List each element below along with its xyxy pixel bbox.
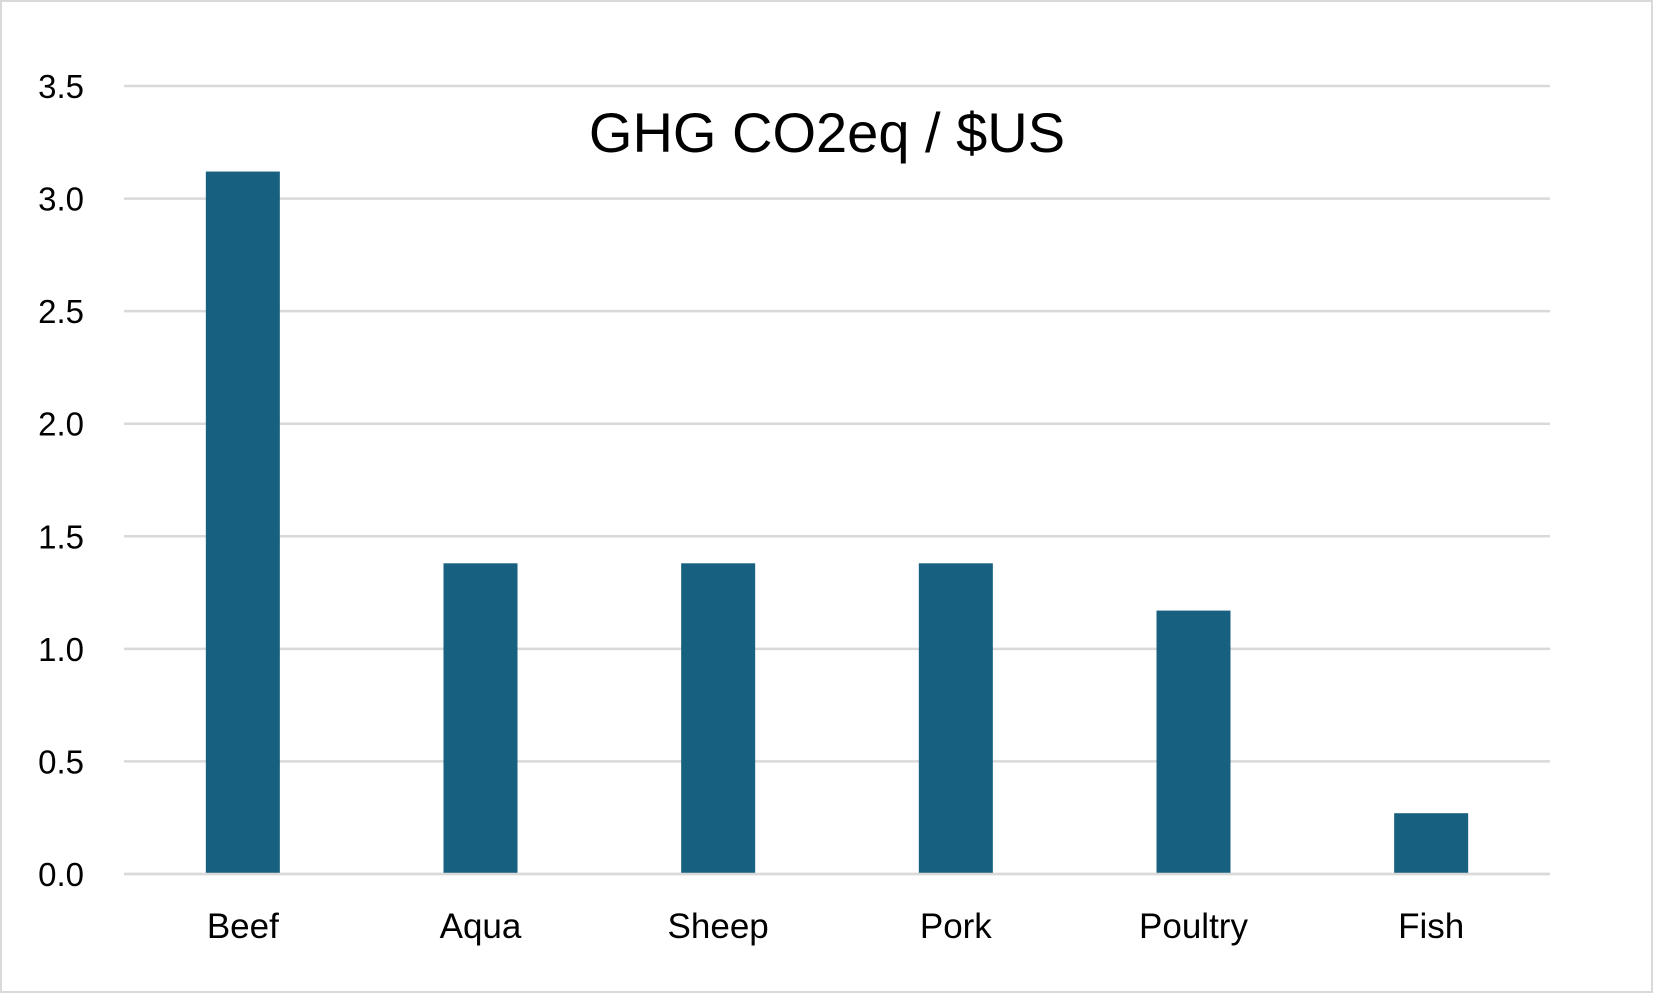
bars	[124, 171, 1550, 876]
y-tick-label: 2.0	[38, 406, 84, 443]
y-tick-label: 1.5	[38, 518, 84, 555]
x-tick-label: Sheep	[668, 907, 769, 946]
y-tick-label: 0.0	[38, 856, 84, 893]
bar-pork	[918, 563, 993, 874]
x-tick-label: Beef	[207, 907, 279, 946]
x-tick-label: Aqua	[440, 907, 522, 946]
x-tick-label: Pork	[920, 907, 992, 946]
bar-beef	[205, 171, 280, 874]
y-tick-label: 1.0	[38, 631, 84, 668]
y-tick-label: 2.5	[38, 293, 84, 330]
x-axis-labels: Beef Aqua Sheep Pork Poultry Fish	[207, 907, 1464, 946]
x-tick-label: Poultry	[1139, 907, 1248, 946]
y-tick-label: 3.5	[38, 68, 84, 105]
y-tick-label: 0.5	[38, 743, 84, 780]
y-axis-ticks: 0.0 0.5 1.0 1.5 2.0 2.5 3.0 3.5	[38, 68, 84, 893]
bar-sheep	[681, 563, 756, 874]
chart-title: GHG CO2eq / $US	[589, 101, 1065, 164]
bar-fish	[1394, 813, 1469, 874]
x-tick-label: Fish	[1398, 907, 1464, 946]
gridlines	[124, 84, 1550, 876]
y-tick-label: 3.0	[38, 181, 84, 218]
bar-poultry	[1156, 610, 1231, 874]
bar-aqua	[443, 563, 518, 874]
